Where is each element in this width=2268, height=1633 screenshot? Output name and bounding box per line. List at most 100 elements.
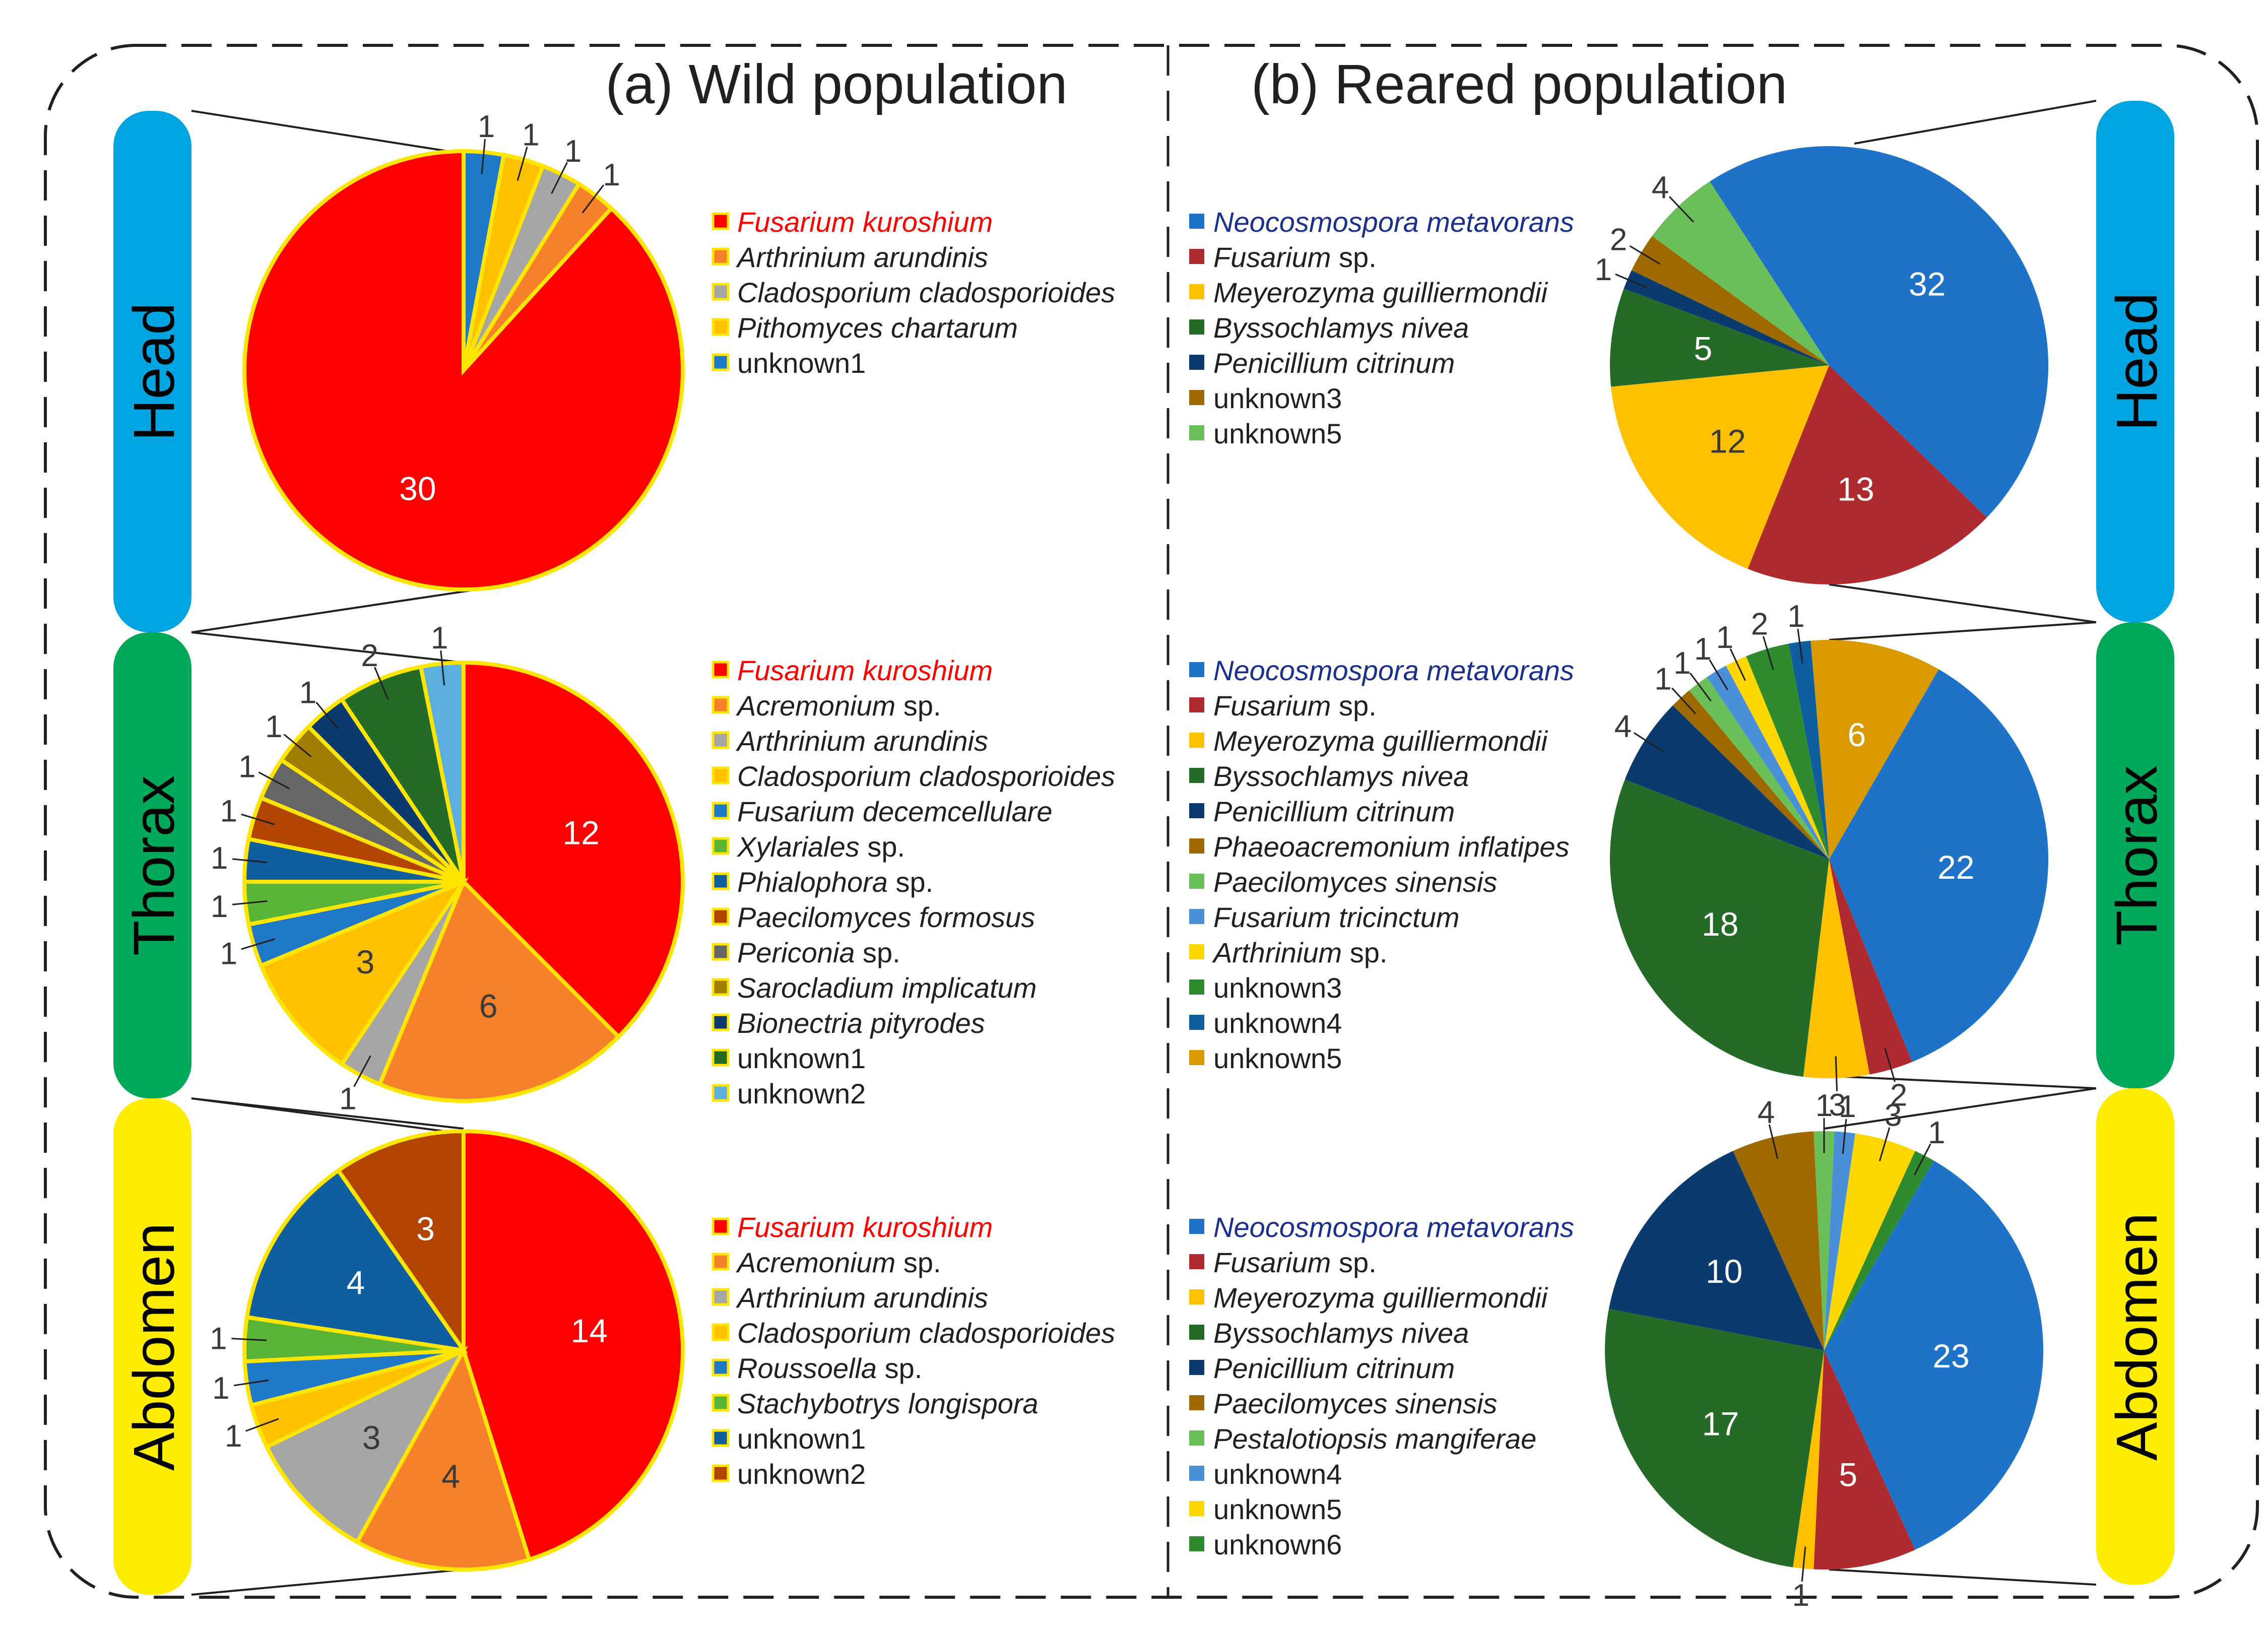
leader-line <box>1884 1048 1896 1082</box>
leader-line <box>241 938 275 950</box>
slice-value-label: 1 <box>238 749 255 784</box>
legend-label: Phialophora sp. <box>737 866 933 898</box>
connector-line <box>191 631 464 664</box>
legend-label: Roussoella sp. <box>737 1352 922 1384</box>
pie-slice <box>1632 236 1829 365</box>
pie-slice <box>1610 288 1829 387</box>
connector-line <box>1829 621 2097 641</box>
legend-label: unknown1 <box>737 1042 866 1074</box>
slice-value-label: 22 <box>1937 848 1974 886</box>
slice-value-label: 1 <box>603 158 620 192</box>
pie-slice <box>1810 640 1939 859</box>
leader-line <box>241 813 275 825</box>
slice-value-label: 1 <box>299 675 316 710</box>
leader-line <box>1615 273 1648 289</box>
slice-value-label: 1 <box>220 936 237 971</box>
slice-value-label: 1 <box>1673 646 1691 681</box>
slice-value-label: 4 <box>1614 709 1632 744</box>
legend-swatch <box>711 212 730 230</box>
leader-line <box>1878 1127 1891 1161</box>
legend-swatch <box>1189 249 1204 264</box>
legend-label: unknown2 <box>737 1458 866 1490</box>
leader-line <box>233 1379 269 1387</box>
legend-swatch <box>711 696 730 714</box>
legend-swatch <box>1189 1289 1204 1304</box>
legend-swatch <box>1189 319 1204 335</box>
legend-swatch <box>1189 1219 1204 1234</box>
connector-line <box>191 110 464 155</box>
leader-line <box>1634 732 1664 753</box>
pie-slice <box>1707 666 1829 859</box>
legend-swatch <box>711 1358 730 1377</box>
legend-swatch <box>1189 1501 1204 1516</box>
legend-label: Arthrinium arundinis <box>736 1282 988 1314</box>
legend-swatch <box>1189 979 1204 995</box>
leader-line <box>245 1418 279 1432</box>
leader-line <box>1629 245 1660 265</box>
head-label-left: Head <box>122 303 186 441</box>
legend-label: Paecilomyces formosus <box>737 901 1035 933</box>
legend-label: Fusarium kuroshium <box>737 655 993 686</box>
legend-swatch <box>711 1464 730 1482</box>
legend-label: Fusarium sp. <box>1213 241 1377 273</box>
legend-label: Phaeoacremonium inflatipes <box>1213 831 1570 863</box>
leader-line <box>1709 659 1728 691</box>
pie-slice <box>1746 643 1829 859</box>
legend-swatch <box>711 1429 730 1447</box>
thorax-label-left: Thorax <box>122 775 186 956</box>
legend-swatch <box>1189 1430 1204 1446</box>
pie-slice <box>377 878 622 1103</box>
legend-swatch <box>711 1084 730 1102</box>
legend-swatch <box>1189 874 1204 889</box>
leader-line <box>440 650 445 686</box>
slice-value-label: 1 <box>1787 599 1804 634</box>
legend-label: Pithomyces chartarum <box>737 312 1018 344</box>
legend-label: Fusarium sp. <box>1213 690 1377 722</box>
pie-slice <box>1793 1350 1824 1570</box>
legend-swatch <box>711 1013 730 1031</box>
pie-slice <box>462 660 685 1040</box>
slice-value-label: 1 <box>225 1419 242 1454</box>
slice-value-label: 3 <box>416 1210 435 1247</box>
legend-label: Neocosmospora metavorans <box>1213 206 1574 238</box>
pie-slice <box>1733 1131 1824 1350</box>
legend-label: Xylariales sp. <box>736 831 905 863</box>
reared-panel-title: (b) Reared population <box>1251 53 1787 115</box>
slice-value-label: 1 <box>212 1371 229 1406</box>
legend-wild-abdomen: Fusarium kuroshium Acremonium sp. Arthrini… <box>711 1211 1115 1490</box>
slice-value-label: 10 <box>1706 1253 1742 1290</box>
leader-line <box>374 667 389 700</box>
legend-label: unknown4 <box>1213 1007 1342 1039</box>
slice-value-label: 13 <box>1837 471 1874 508</box>
leader-line <box>232 900 268 905</box>
legend-label: unknown2 <box>737 1078 866 1109</box>
pie-slice <box>1624 270 1829 365</box>
leader-line <box>1671 687 1697 714</box>
legend-label: Bionectria pityrodes <box>737 1007 985 1039</box>
legend-label: Fusarium tricinctum <box>1213 901 1460 933</box>
slice-value-label: 1 <box>478 109 495 144</box>
thorax-bar-left <box>113 632 191 1098</box>
legend-label: Cladosporium cladosporioides <box>737 1317 1115 1349</box>
connector-line <box>1854 100 2097 145</box>
legend-label: Paecilomyces sinensis <box>1213 866 1497 898</box>
legend-swatch <box>1189 214 1204 229</box>
pie-slice <box>1689 677 1829 859</box>
slice-value-label: 6 <box>1848 716 1866 753</box>
leader-line <box>551 162 568 194</box>
legend-swatch <box>1189 803 1204 818</box>
legend-swatch <box>1189 425 1204 440</box>
slice-value-label: 14 <box>571 1312 608 1349</box>
connector-line <box>191 586 494 633</box>
pie-slice <box>1710 146 2049 517</box>
leader-line <box>258 771 290 790</box>
pie-slice <box>1747 365 1987 584</box>
legend-label: Arthrinium arundinis <box>736 725 988 757</box>
legend-swatch <box>1189 1466 1204 1481</box>
legend-swatch <box>711 353 730 371</box>
head-bar-left <box>113 111 191 632</box>
legend-label: Acremonium sp. <box>736 690 941 722</box>
legend-swatch <box>711 1323 730 1341</box>
